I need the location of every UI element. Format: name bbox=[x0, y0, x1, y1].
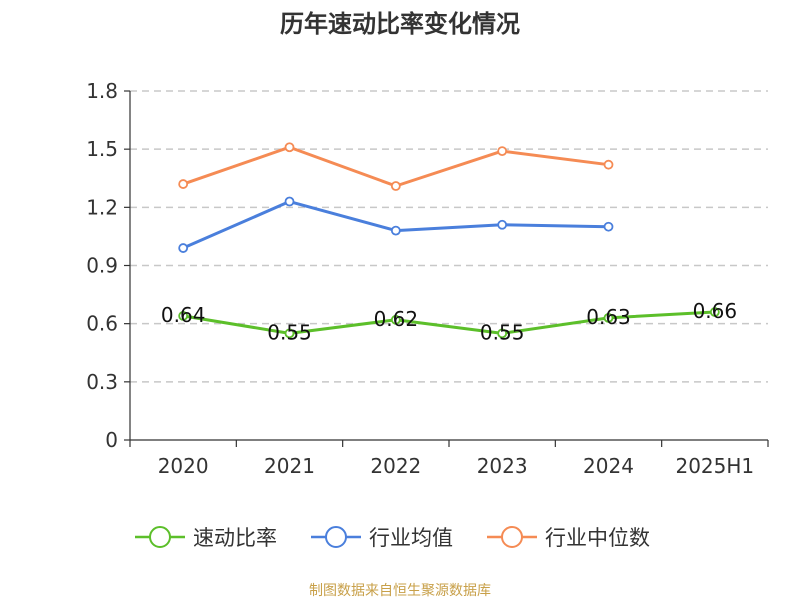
y-tick-label: 0.6 bbox=[86, 312, 118, 336]
data-point-0 bbox=[178, 311, 189, 321]
data-point-1 bbox=[390, 225, 401, 236]
data-label: 0.63 bbox=[586, 305, 631, 329]
legend-item-2[interactable]: 行业中位数 bbox=[487, 526, 650, 550]
y-tick-label: 0.9 bbox=[86, 254, 118, 278]
data-label: 0.55 bbox=[267, 320, 312, 344]
legend-item-0[interactable]: 速动比率 bbox=[135, 526, 277, 550]
data-point-2 bbox=[178, 179, 189, 189]
data-label: 0.55 bbox=[480, 320, 525, 344]
data-point-1 bbox=[603, 221, 614, 232]
data-point-0 bbox=[284, 328, 295, 339]
data-point-2 bbox=[497, 146, 508, 157]
x-tick-label: 2022 bbox=[370, 454, 421, 478]
x-tick-label: 2023 bbox=[477, 454, 528, 478]
data-point-1 bbox=[178, 243, 189, 253]
data-point-2 bbox=[284, 142, 295, 153]
legend-marker bbox=[325, 526, 347, 548]
data-label: 0.66 bbox=[693, 299, 738, 323]
chart-title: 历年速动比率变化情况 bbox=[280, 10, 520, 38]
data-point-0 bbox=[390, 314, 401, 325]
data-label: 0.62 bbox=[374, 307, 419, 331]
legend[interactable]: 速动比率 行业均值 行业中位数 bbox=[135, 526, 650, 550]
data-point-1 bbox=[284, 196, 295, 207]
data-point-0 bbox=[497, 328, 508, 339]
source-note: 制图数据来自恒生聚源数据库 bbox=[309, 583, 491, 599]
series bbox=[178, 142, 720, 339]
legend-label: 行业中位数 bbox=[545, 526, 650, 550]
axes: 0 0.3 0.6 0.9 1.2 1.5 1.8 2020 2021 2022 2023 2024 2… bbox=[86, 79, 769, 478]
series-line-2 bbox=[182, 145, 609, 188]
legend-marker bbox=[501, 526, 523, 548]
y-tick-label: 0.3 bbox=[86, 370, 118, 394]
legend-marker bbox=[149, 526, 171, 548]
legend-item-1[interactable]: 行业均值 bbox=[311, 526, 453, 550]
series-line-0 bbox=[182, 310, 715, 335]
data-point-0 bbox=[603, 312, 614, 323]
data-point-2 bbox=[603, 159, 614, 170]
data-point-2 bbox=[390, 181, 401, 191]
gridlines bbox=[130, 90, 768, 383]
series-line-1 bbox=[182, 200, 609, 250]
data-point-1 bbox=[497, 219, 508, 230]
y-tick-label: 1.2 bbox=[86, 195, 118, 219]
y-tick-label: 0 bbox=[105, 428, 118, 452]
y-tick-label: 1.8 bbox=[86, 79, 118, 103]
data-point-0 bbox=[709, 307, 720, 317]
y-tick-label: 1.5 bbox=[86, 137, 118, 161]
legend-label: 行业均值 bbox=[369, 526, 453, 550]
data-label: 0.64 bbox=[161, 303, 206, 327]
x-tick-label: 2021 bbox=[264, 454, 315, 478]
x-tick-label: 2025H1 bbox=[675, 454, 754, 478]
x-tick-label: 2024 bbox=[583, 454, 634, 478]
legend-label: 速动比率 bbox=[193, 526, 277, 550]
x-tick-label: 2020 bbox=[158, 454, 209, 478]
data-labels: 0.64 0.55 0.62 0.55 0.63 0.66 bbox=[161, 299, 737, 344]
